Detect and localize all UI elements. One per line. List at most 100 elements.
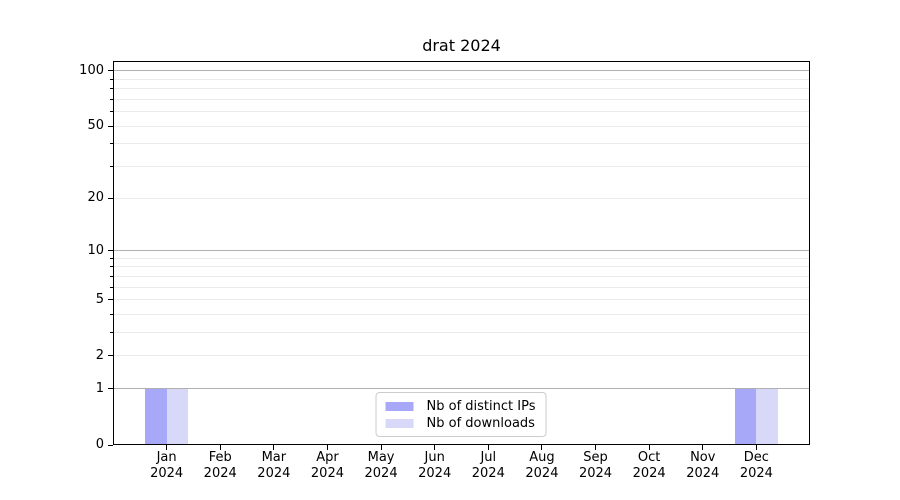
y-minor-tick <box>110 314 113 315</box>
y-tick <box>108 197 113 199</box>
x-tick-year: 2024 <box>578 466 613 481</box>
x-tick <box>434 445 436 450</box>
y-tick-label: 10 <box>87 242 104 258</box>
y-minor-gridline <box>113 111 810 113</box>
y-minor-tick <box>110 286 113 288</box>
legend-item-distinct-ips: Nb of distinct IPs <box>385 398 536 414</box>
y-minor-tick <box>110 332 113 334</box>
x-tick-month: Jul <box>480 450 497 465</box>
x-tick-year: 2024 <box>471 466 505 481</box>
y-minor-tick <box>110 88 113 90</box>
x-tick-label-jan: Jan 2024 <box>135 450 199 482</box>
x-tick <box>648 445 650 450</box>
bar-jan-downloads <box>166 388 189 445</box>
y-tick-label: 50 <box>87 118 104 134</box>
y-minor-gridline <box>113 88 810 90</box>
x-tick-label-oct: Oct 2024 <box>617 450 681 482</box>
y-tick <box>108 355 113 357</box>
chart-title: drat 2024 <box>422 36 501 55</box>
y-tick <box>108 444 113 446</box>
bar-dec-downloads <box>756 388 778 445</box>
x-tick <box>326 445 328 450</box>
legend: Nb of distinct IPs Nb of downloads <box>375 392 547 437</box>
x-tick <box>219 445 221 450</box>
y-minor-tick <box>110 98 113 100</box>
x-tick-month: Oct <box>637 450 661 465</box>
x-tick-month: Jun <box>424 450 445 465</box>
y-minor-gridline <box>113 257 810 259</box>
y-tick <box>108 125 113 127</box>
y-tick-label: 100 <box>79 62 104 78</box>
y-minor-gridline <box>113 314 810 315</box>
y-tick-label: 2 <box>95 347 104 363</box>
y-minor-gridline <box>113 143 810 145</box>
y-minor-gridline <box>113 266 810 268</box>
x-tick-label-mar: Mar 2024 <box>242 450 306 482</box>
x-tick-year: 2024 <box>257 466 291 481</box>
x-tick-month: May <box>367 450 395 465</box>
x-tick-label-feb: Feb 2024 <box>188 450 252 482</box>
y-minor-gridline <box>113 275 810 277</box>
x-tick <box>595 445 597 450</box>
x-tick-month: Jan <box>156 450 177 465</box>
y-minor-tick <box>110 78 113 80</box>
x-tick <box>273 445 275 450</box>
y-minor-tick <box>110 275 113 277</box>
y-tick-label: 5 <box>95 291 104 307</box>
y-minor-tick <box>110 111 113 113</box>
legend-label-distinct-ips: Nb of distinct IPs <box>426 398 536 414</box>
y-minor-gridline <box>113 166 810 168</box>
x-tick-label-may: May 2024 <box>349 450 413 482</box>
y-tick <box>108 70 113 72</box>
x-tick-year: 2024 <box>418 466 452 481</box>
x-tick-year: 2024 <box>150 466 184 481</box>
x-tick-month: Apr <box>316 450 339 465</box>
legend-label-downloads: Nb of downloads <box>426 415 535 431</box>
y-minor-gridline <box>113 286 810 288</box>
x-tick <box>380 445 382 450</box>
x-tick-label-apr: Apr 2024 <box>295 450 359 482</box>
y-tick <box>108 299 113 301</box>
x-tick-label-jul: Jul 2024 <box>456 450 520 482</box>
y-minor-tick <box>110 143 113 145</box>
legend-swatch-distinct-ips <box>385 401 414 411</box>
x-tick-year: 2024 <box>310 466 344 481</box>
x-tick <box>702 445 704 450</box>
x-tick-year: 2024 <box>364 466 398 481</box>
x-tick-year: 2024 <box>632 466 666 481</box>
y-tick <box>108 388 113 390</box>
legend-item-downloads: Nb of downloads <box>385 415 536 431</box>
x-tick-month: Nov <box>690 450 716 465</box>
y-minor-tick <box>110 166 113 168</box>
y-minor-gridline <box>113 98 810 100</box>
y-minor-gridline <box>113 355 810 357</box>
y-tick-label: 1 <box>95 380 104 396</box>
y-minor-gridline <box>113 125 810 127</box>
x-tick-year: 2024 <box>739 466 773 481</box>
y-minor-gridline <box>113 197 810 199</box>
y-major-gridline <box>113 250 810 252</box>
y-minor-gridline <box>113 332 810 334</box>
x-tick-label-dec: Dec 2024 <box>724 450 788 482</box>
x-tick-month: Sep <box>583 450 608 465</box>
x-tick <box>541 445 543 450</box>
x-tick-month: Mar <box>261 450 287 465</box>
x-tick-year: 2024 <box>686 466 720 481</box>
y-minor-gridline <box>113 299 810 301</box>
x-tick-label-aug: Aug 2024 <box>510 450 574 482</box>
legend-swatch-downloads <box>385 418 414 428</box>
bar-jan-distinct-ips <box>145 388 167 445</box>
x-tick-month: Feb <box>208 450 232 465</box>
x-tick-month: Aug <box>529 450 555 465</box>
y-tick-label: 0 <box>95 437 104 452</box>
y-major-gridline <box>113 70 810 72</box>
x-tick-label-jun: Jun 2024 <box>403 450 467 482</box>
y-minor-tick <box>110 257 113 259</box>
bar-dec-distinct-ips <box>734 388 757 445</box>
x-tick-month: Dec <box>743 450 769 465</box>
x-tick-year: 2024 <box>203 466 237 481</box>
x-tick <box>166 445 168 450</box>
x-tick <box>755 445 757 450</box>
x-tick-label-sep: Sep 2024 <box>564 450 628 482</box>
